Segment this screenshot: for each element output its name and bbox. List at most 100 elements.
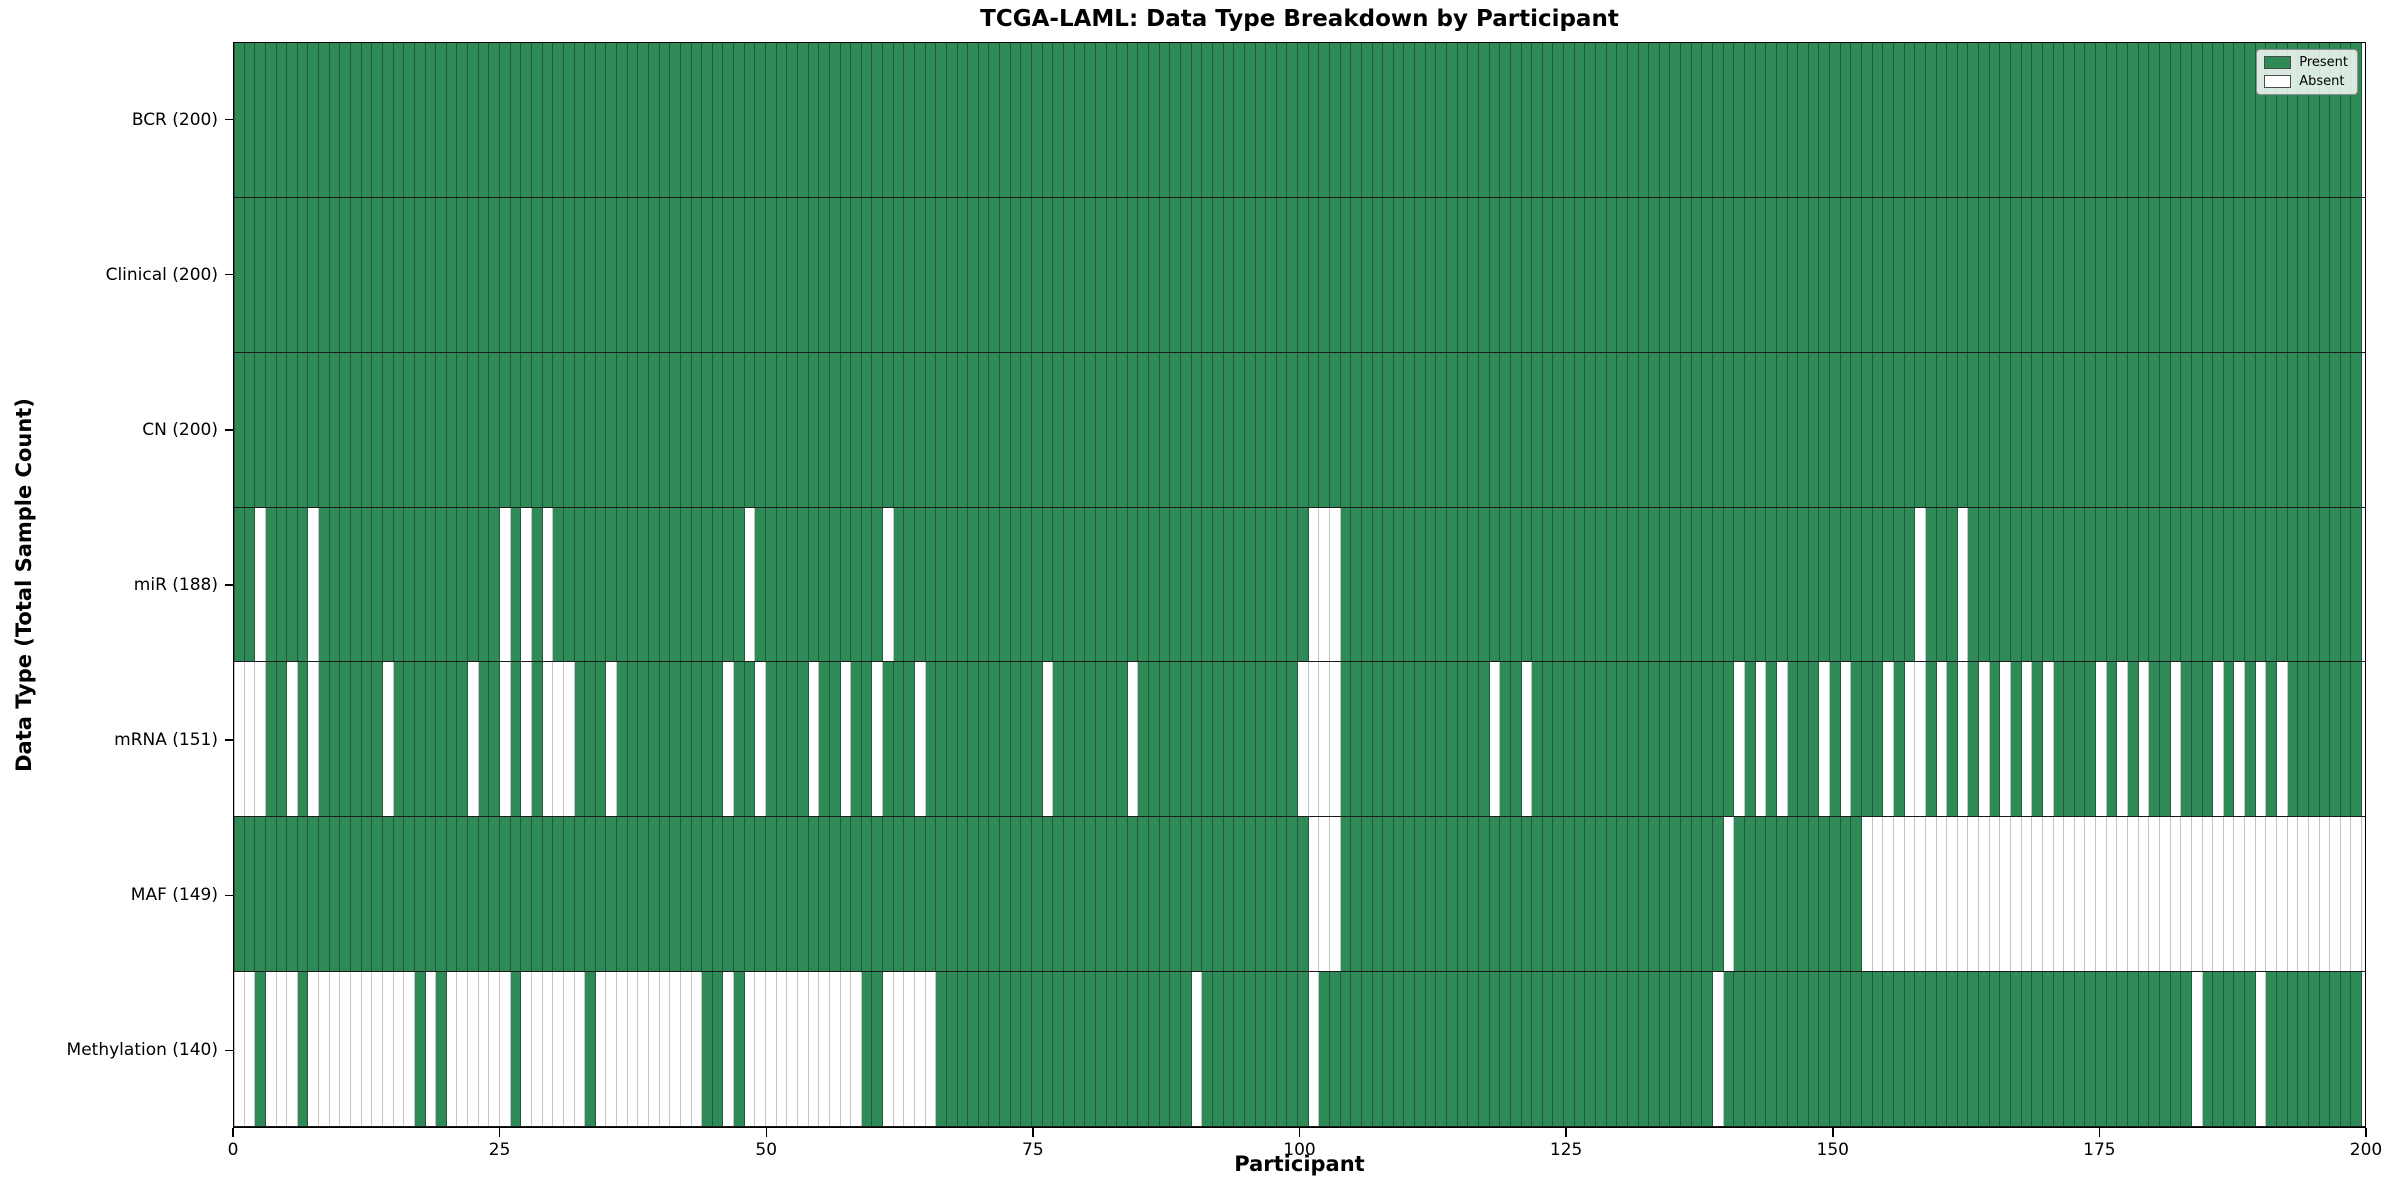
- heatmap-cell: [1266, 43, 1277, 197]
- heatmap-cell: [1340, 972, 1352, 1127]
- heatmap-cell: [1798, 352, 1809, 507]
- heatmap-cell: [1947, 817, 1958, 972]
- heatmap-cell: [1351, 43, 1362, 197]
- heatmap-cell: [404, 972, 415, 1127]
- heatmap-cell: [2159, 972, 2171, 1127]
- heatmap-cell: [2106, 662, 2118, 817]
- heatmap-cell: [2032, 507, 2043, 662]
- heatmap-cell: [1032, 43, 1043, 197]
- heatmap-cell: [2149, 507, 2160, 662]
- heatmap-cell: [893, 817, 905, 972]
- heatmap-cell: [500, 197, 511, 352]
- heatmap-cell: [542, 43, 554, 197]
- heatmap-cell: [787, 507, 798, 662]
- heatmap-cell: [2096, 972, 2107, 1127]
- heatmap-cell: [893, 352, 905, 507]
- heatmap-cell: [340, 352, 352, 507]
- heatmap-cell: [1042, 352, 1054, 507]
- heatmap-cell: [755, 972, 767, 1127]
- heatmap-cell: [2096, 817, 2107, 972]
- heatmap-cell: [585, 662, 596, 817]
- heatmap-cell: [659, 43, 671, 197]
- heatmap-cell: [915, 507, 926, 662]
- heatmap-cell: [2330, 43, 2341, 197]
- heatmap-cell: [1574, 972, 1586, 1127]
- heatmap-cell: [457, 352, 469, 507]
- heatmap-cell: [2213, 817, 2224, 972]
- heatmap-cell: [1127, 507, 1139, 662]
- heatmap-cell: [2223, 972, 2235, 1127]
- heatmap-cell: [1319, 817, 1330, 972]
- heatmap-cell: [1032, 972, 1043, 1127]
- heatmap-cell: [691, 817, 703, 972]
- heatmap-cell: [1383, 817, 1394, 972]
- heatmap-cell: [2021, 817, 2033, 972]
- heatmap-cell: [712, 662, 724, 817]
- heatmap-cell: [755, 197, 767, 352]
- heatmap-cell: [904, 817, 915, 972]
- heatmap-cell: [659, 972, 671, 1127]
- heatmap-cell: [1351, 972, 1362, 1127]
- heatmap-cell: [2340, 972, 2352, 1127]
- heatmap-cell: [1159, 352, 1171, 507]
- heatmap-cell: [563, 197, 575, 352]
- heatmap-cell: [2191, 972, 2203, 1127]
- heatmap-cell: [372, 972, 383, 1127]
- heatmap-cell: [1649, 43, 1660, 197]
- heatmap-cell: [1819, 507, 1831, 662]
- heatmap-cell: [1319, 972, 1330, 1127]
- heatmap-cell: [851, 352, 862, 507]
- heatmap-cell: [1181, 197, 1192, 352]
- heatmap-cell: [723, 972, 735, 1127]
- heatmap-cell: [265, 352, 277, 507]
- heatmap-cell: [1851, 662, 1863, 817]
- heatmap-cell: [1713, 352, 1724, 507]
- heatmap-cell: [1361, 43, 1373, 197]
- heatmap-cell: [1798, 817, 1809, 972]
- heatmap-cell: [1000, 507, 1011, 662]
- heatmap-cell: [1361, 817, 1373, 972]
- heatmap-cell: [638, 507, 649, 662]
- heatmap-cell: [563, 662, 575, 817]
- heatmap-cell: [2138, 197, 2150, 352]
- heatmap-cell: [1021, 972, 1033, 1127]
- heatmap-cell: [2021, 662, 2033, 817]
- heatmap-cell: [702, 197, 713, 352]
- heatmap-cell: [319, 352, 330, 507]
- heatmap-cell: [829, 507, 841, 662]
- heatmap-cell: [425, 817, 437, 972]
- heatmap-cell: [478, 972, 490, 1127]
- heatmap-cell: [372, 662, 383, 817]
- heatmap-cell: [1723, 817, 1735, 972]
- heatmap-cell: [340, 197, 352, 352]
- heatmap-cell: [2010, 43, 2022, 197]
- heatmap-cell: [1436, 43, 1448, 197]
- heatmap-cell: [1340, 817, 1352, 972]
- heatmap-cell: [361, 43, 373, 197]
- heatmap-cell: [1617, 352, 1628, 507]
- heatmap-cell: [872, 197, 884, 352]
- heatmap-cell: [691, 43, 703, 197]
- y-tick-mark: [225, 429, 234, 431]
- heatmap-cell: [2032, 662, 2043, 817]
- heatmap-cell: [1702, 197, 1714, 352]
- heatmap-cell: [1830, 507, 1841, 662]
- heatmap-cell: [1659, 197, 1671, 352]
- heatmap-cell: [1532, 507, 1543, 662]
- heatmap-cell: [1212, 43, 1224, 197]
- heatmap-cell: [819, 352, 830, 507]
- heatmap-cell: [2245, 817, 2256, 972]
- heatmap-cell: [1255, 507, 1267, 662]
- heatmap-cell: [1702, 43, 1714, 197]
- heatmap-cell: [446, 817, 458, 972]
- heatmap-cell: [1202, 817, 1213, 972]
- heatmap-cell: [1298, 352, 1309, 507]
- heatmap-cell: [1415, 352, 1426, 507]
- heatmap-cell: [1798, 662, 1809, 817]
- heatmap-cell: [531, 352, 543, 507]
- heatmap-cell: [1830, 197, 1841, 352]
- heatmap-cell: [978, 507, 990, 662]
- heatmap-cell: [1883, 352, 1894, 507]
- heatmap-cell: [265, 972, 277, 1127]
- heatmap-cell: [2000, 817, 2011, 972]
